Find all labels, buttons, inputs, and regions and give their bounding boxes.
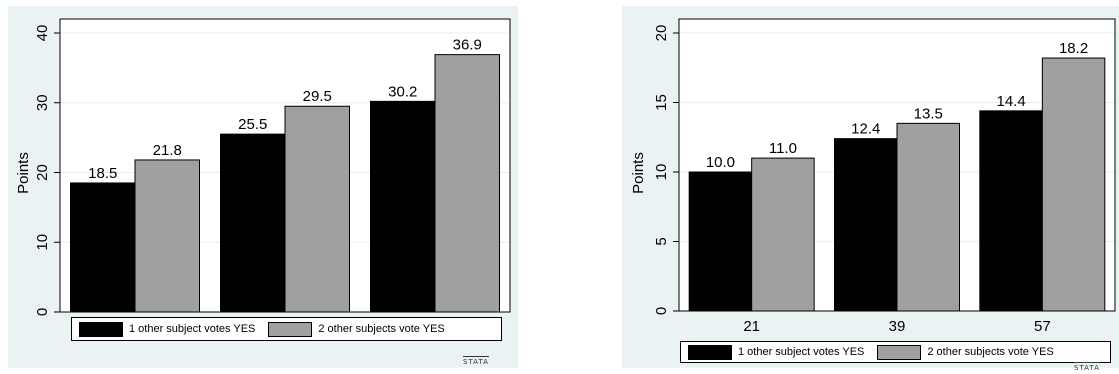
bar [284,105,350,313]
legend-swatch-series-2 [877,344,922,360]
y-tick-label: 20 [34,164,51,181]
x-tick-label: 21 [743,318,760,335]
legend-label-series-1: 1 other subject votes YES [129,323,256,335]
y-tick-label: 10 [34,234,51,251]
legend-swatch-series-2 [268,321,313,337]
y-tick-label: 40 [34,25,51,42]
y-axis-title: Points [630,152,647,194]
legend-item-series-1: 1 other subject votes YES [688,344,865,360]
left-bar-chart: 010203040Points18.521.82125.529.53930.23… [15,18,511,329]
bar [751,157,815,312]
bar [70,182,136,313]
bar [134,159,200,313]
bar [220,133,286,313]
data-label: 12.4 [851,121,880,138]
bar [370,100,436,313]
data-label: 18.2 [1059,40,1088,57]
y-tick-label: 20 [653,25,670,42]
legend-item-series-2: 2 other subjects vote YES [268,321,445,337]
legend-item-series-2: 2 other subjects vote YES [877,344,1054,360]
legend-label-series-2: 2 other subjects vote YES [927,346,1054,358]
data-label: 13.5 [914,105,943,122]
legend-item-series-1: 1 other subject votes YES [79,321,256,337]
right-chart-legend: 1 other subject votes YES 2 other subjec… [680,341,1111,363]
x-tick-label: 57 [1034,318,1051,335]
stata-logo: STATA [1074,362,1100,372]
bar [1041,57,1106,312]
data-label: 25.5 [238,116,267,133]
data-label: 18.5 [88,165,117,182]
data-label: 29.5 [303,88,332,105]
legend-label-series-2: 2 other subjects vote YES [318,323,445,335]
bar [688,171,753,312]
y-tick-label: 0 [653,307,670,315]
y-tick-label: 10 [653,164,670,181]
bar [434,54,500,313]
data-label: 10.0 [706,154,735,171]
legend-swatch-series-1 [79,321,123,337]
y-tick-label: 0 [34,308,51,316]
y-tick-label: 5 [653,237,670,245]
legend-label-series-1: 1 other subject votes YES [738,346,865,358]
y-axis-title: Points [15,152,32,194]
stata-logo: STATA [463,356,489,366]
data-label: 21.8 [153,142,182,159]
right-chart-panel: 0 5 10 15 20 Points 10.0 11.0 21 12.4 13.5 39 14.4 18… [622,6,1119,372]
x-tick-label: 39 [889,318,906,335]
legend-swatch-series-1 [688,344,732,360]
y-tick-label: 15 [653,94,670,111]
bar [834,138,898,312]
left-chart-panel: 010203040Points18.521.82125.529.53930.23… [8,6,518,368]
data-label: 30.2 [388,83,417,100]
data-label: 11.0 [769,140,797,157]
data-label: 14.4 [996,93,1025,110]
right-bar-chart: 0 5 10 15 20 Points 10.0 11.0 21 12.4 13.5 39 14.4 18… [630,18,1116,335]
bar [896,122,960,312]
bar [979,110,1043,312]
data-label: 36.9 [453,37,482,54]
y-tick-label: 30 [34,94,51,111]
left-chart-legend: 1 other subject votes YES 2 other subjec… [71,317,502,341]
